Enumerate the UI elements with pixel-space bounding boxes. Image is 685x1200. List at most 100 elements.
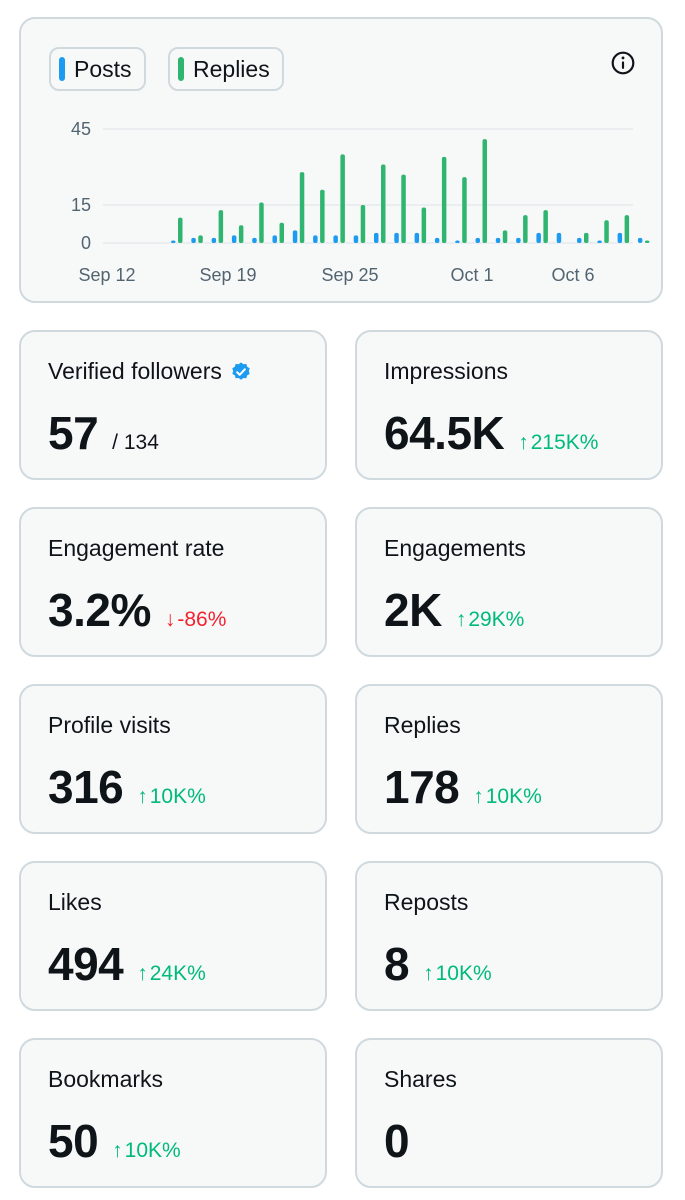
x-tick-label: Oct 1 — [450, 265, 493, 285]
bar-replies[interactable] — [178, 217, 183, 243]
metric-value-row: 50 ↑ 10K% — [48, 1114, 181, 1168]
metric-label: Reposts — [384, 889, 469, 915]
bar-replies[interactable] — [279, 222, 285, 243]
metric-value: 2K — [384, 584, 442, 636]
metric-card[interactable]: Likes 494 ↑ 24K% — [19, 861, 327, 1011]
arrow-up-icon: ↑ — [112, 1139, 123, 1162]
y-tick-label: 15 — [71, 195, 91, 215]
arrow-up-icon: ↑ — [455, 608, 467, 631]
bar-replies[interactable] — [462, 177, 467, 243]
bar-posts[interactable] — [475, 237, 481, 243]
y-tick-label: 0 — [81, 233, 91, 253]
bar-posts[interactable] — [211, 237, 217, 243]
x-tick-label: Oct 6 — [551, 265, 594, 285]
bar-replies[interactable] — [543, 210, 548, 243]
metric-change: ↑ 10K% — [137, 785, 206, 809]
bar-replies[interactable] — [320, 189, 325, 243]
bar-posts[interactable] — [637, 237, 643, 243]
bar-posts[interactable] — [455, 240, 460, 243]
bar-replies[interactable] — [584, 232, 589, 243]
metric-card[interactable]: Profile visits 316 ↑ 10K% — [19, 684, 327, 834]
bar-replies[interactable] — [198, 235, 203, 243]
bar-replies[interactable] — [340, 154, 345, 243]
bar-replies[interactable] — [421, 207, 427, 243]
metric-card[interactable]: Engagement rate 3.2% ↓ -86% — [19, 507, 327, 657]
bar-posts[interactable] — [272, 235, 278, 243]
metric-card[interactable]: Engagements 2K ↑ 29K% — [355, 507, 663, 657]
bar-posts[interactable] — [171, 240, 176, 243]
bar-posts[interactable] — [414, 232, 420, 243]
bar-replies[interactable] — [381, 164, 386, 243]
info-icon[interactable] — [610, 50, 636, 76]
bar-chart: 45 15 0 Sep 12 Sep 19 Sep 25 Oct 1 Oct 6 — [71, 119, 650, 285]
metric-value: 8 — [384, 938, 410, 990]
metric-card[interactable]: Bookmarks 50 ↑ 10K% — [19, 1038, 327, 1188]
metric-value-row: 3.2% ↓ -86% — [48, 583, 226, 637]
bar-posts[interactable] — [374, 232, 379, 243]
metric-change: ↑ 10K% — [423, 962, 492, 986]
metric-card[interactable]: Verified followers 57 / 134 — [19, 330, 327, 480]
metric-label: Shares — [384, 1066, 457, 1092]
arrow-up-icon: ↑ — [423, 962, 434, 985]
bar-posts[interactable] — [617, 232, 623, 243]
verified-badge-icon — [232, 361, 250, 380]
bar-posts[interactable] — [495, 237, 501, 243]
bar-posts[interactable] — [252, 237, 257, 243]
metric-value-row: 64.5K ↑ 215K% — [384, 406, 598, 460]
metric-change-value: 10K% — [149, 785, 206, 808]
bar-posts[interactable] — [313, 235, 318, 243]
metric-change-value: 29K% — [468, 608, 525, 631]
legend-posts-toggle[interactable]: Posts — [49, 47, 146, 91]
metric-card[interactable]: Shares 0 — [355, 1038, 663, 1188]
bar-replies[interactable] — [624, 215, 630, 243]
metric-card[interactable]: Impressions 64.5K ↑ 215K% — [355, 330, 663, 480]
legend-posts-label: Posts — [74, 55, 132, 82]
bar-replies[interactable] — [604, 220, 609, 243]
bar-posts[interactable] — [333, 235, 338, 243]
x-tick-label: Sep 19 — [199, 265, 256, 285]
bar-posts[interactable] — [556, 232, 562, 243]
metric-value: 0 — [384, 1115, 410, 1167]
x-tick-label: Sep 25 — [321, 265, 378, 285]
bar-replies[interactable] — [360, 205, 366, 243]
bar-replies[interactable] — [238, 225, 244, 243]
metric-change: ↑ 29K% — [456, 608, 525, 632]
bar-posts[interactable] — [353, 235, 359, 243]
legend-replies-toggle[interactable]: Replies — [168, 47, 284, 91]
metric-change-value: -86% — [177, 608, 227, 631]
metric-card[interactable]: Replies 178 ↑ 10K% — [355, 684, 663, 834]
bar-replies[interactable] — [299, 172, 305, 243]
legend-replies-label: Replies — [193, 55, 270, 82]
metric-card[interactable]: Reposts 8 ↑ 10K% — [355, 861, 663, 1011]
metric-change: ↑ 10K% — [112, 1139, 181, 1163]
bar-posts[interactable] — [231, 235, 237, 243]
bar-replies[interactable] — [401, 174, 406, 243]
metric-value: 3.2% — [48, 584, 151, 636]
bar-replies[interactable] — [259, 202, 264, 243]
bar-replies[interactable] — [482, 139, 488, 243]
bar-replies[interactable] — [218, 210, 224, 243]
y-tick-label: 45 — [71, 119, 91, 139]
bar-posts[interactable] — [516, 237, 521, 243]
metric-value-row: 316 ↑ 10K% — [48, 760, 206, 814]
bar-posts[interactable] — [597, 240, 602, 243]
metric-change: ↑ 24K% — [137, 962, 206, 986]
bar-replies[interactable] — [502, 230, 508, 243]
bar-posts[interactable] — [434, 237, 440, 243]
bar-replies[interactable] — [441, 156, 447, 243]
bar-replies[interactable] — [644, 240, 650, 243]
metric-value: 316 — [48, 761, 124, 813]
metric-value-row: 494 ↑ 24K% — [48, 937, 206, 991]
metric-total: / 134 — [112, 431, 159, 454]
bar-replies[interactable] — [523, 215, 528, 243]
posts-swatch — [59, 57, 65, 81]
bar-posts[interactable] — [191, 237, 196, 243]
metric-label: Impressions — [384, 358, 508, 384]
bar-posts[interactable] — [577, 237, 582, 243]
bar-posts[interactable] — [394, 232, 399, 243]
bar-posts[interactable] — [292, 230, 298, 243]
metric-value-row: 0 — [384, 1114, 410, 1168]
metric-change-value: 10K% — [485, 785, 542, 808]
metric-value: 494 — [48, 938, 124, 990]
bar-posts[interactable] — [536, 232, 541, 243]
